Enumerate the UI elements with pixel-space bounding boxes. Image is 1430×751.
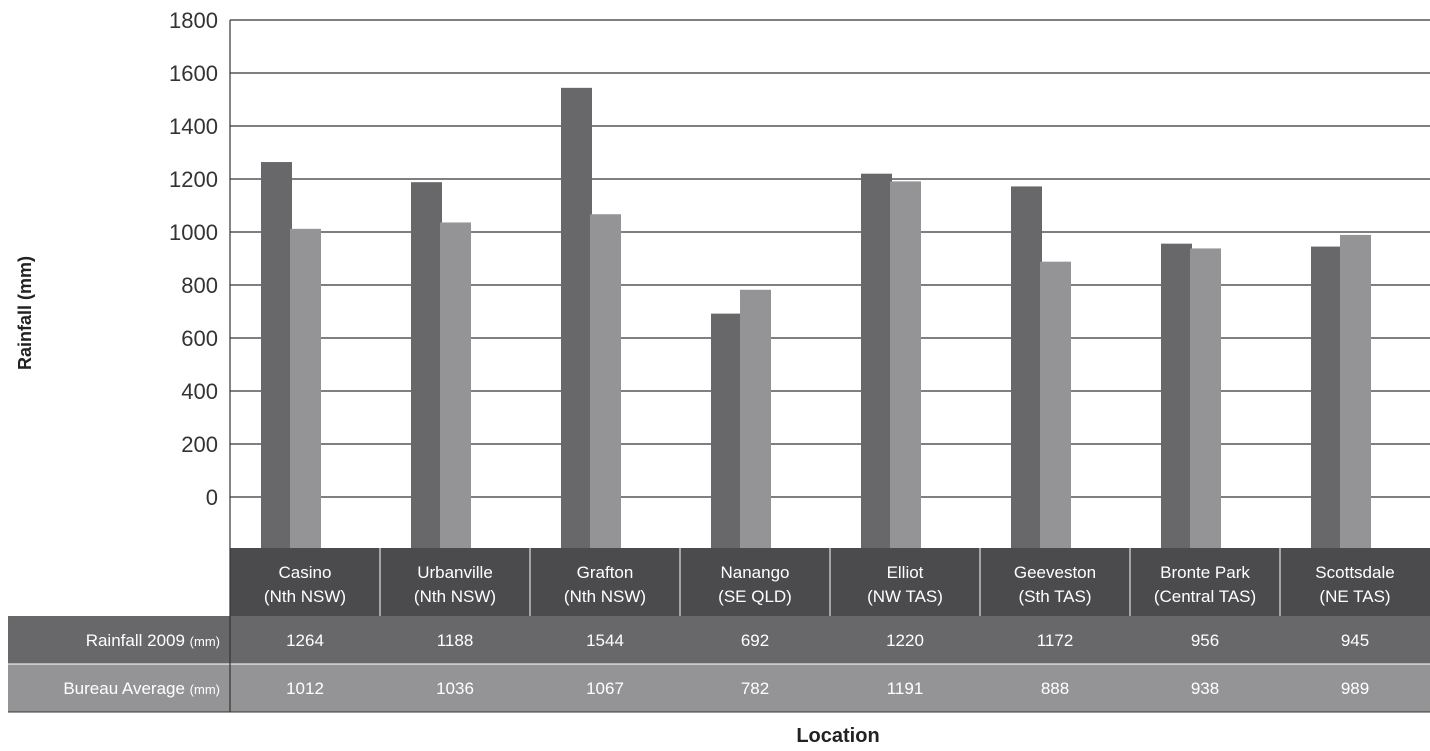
y-tick-label: 400 bbox=[181, 379, 218, 404]
bar-rainfall-2009 bbox=[411, 182, 442, 548]
y-axis-ticks: 0 200 400 600 800 1000 1200 1400 1600 1800 bbox=[169, 8, 218, 510]
table-row bbox=[8, 664, 1430, 712]
category-label: Grafton bbox=[577, 563, 634, 582]
bar-bureau-average bbox=[590, 214, 621, 548]
category-label: Bronte Park bbox=[1160, 563, 1250, 582]
data-value: 989 bbox=[1341, 679, 1369, 698]
data-value: 938 bbox=[1191, 679, 1219, 698]
bar-rainfall-2009 bbox=[1161, 243, 1192, 548]
series-row-label: Rainfall 2009 (mm) bbox=[86, 631, 220, 650]
data-value: 692 bbox=[741, 631, 769, 650]
y-tick-label: 1000 bbox=[169, 220, 218, 245]
category-region: (Sth TAS) bbox=[1018, 587, 1091, 606]
bar-bureau-average bbox=[440, 222, 471, 548]
y-tick-label: 800 bbox=[181, 273, 218, 298]
bar-rainfall-2009 bbox=[1011, 186, 1042, 549]
bar-bureau-average bbox=[290, 228, 321, 548]
category-region: (NW TAS) bbox=[867, 587, 943, 606]
category-label: Geeveston bbox=[1014, 563, 1096, 582]
category-region: (Central TAS) bbox=[1154, 587, 1256, 606]
data-value: 888 bbox=[1041, 679, 1069, 698]
y-tick-label: 600 bbox=[181, 326, 218, 351]
data-value: 1067 bbox=[586, 679, 624, 698]
bar-bureau-average bbox=[1340, 234, 1371, 549]
series-unit: (mm) bbox=[190, 682, 220, 697]
data-value: 1544 bbox=[586, 631, 624, 650]
category-label: Nanango bbox=[720, 563, 789, 582]
bar-rainfall-2009 bbox=[561, 87, 592, 548]
y-tick-label: 1200 bbox=[169, 167, 218, 192]
gridlines bbox=[230, 19, 1430, 498]
category-label: Casino bbox=[279, 563, 332, 582]
bar-rainfall-2009 bbox=[1311, 246, 1342, 548]
data-value: 1012 bbox=[286, 679, 324, 698]
y-tick-label: 1400 bbox=[169, 114, 218, 139]
series-unit: (mm) bbox=[190, 634, 220, 649]
bar-bureau-average bbox=[1190, 248, 1221, 548]
y-tick-label: 1600 bbox=[169, 61, 218, 86]
data-value: 1264 bbox=[286, 631, 324, 650]
series-name: Bureau Average bbox=[63, 679, 189, 698]
bar-rainfall-2009 bbox=[711, 313, 742, 548]
data-value: 1036 bbox=[436, 679, 474, 698]
x-axis-title: Location bbox=[796, 725, 879, 747]
y-axis-title: Rainfall (mm) bbox=[15, 256, 35, 370]
category-label: Urbanville bbox=[417, 563, 493, 582]
category-region: (Nth NSW) bbox=[564, 587, 646, 606]
y-tick-label: 0 bbox=[206, 485, 218, 510]
bar-rainfall-2009 bbox=[261, 162, 292, 549]
y-tick-label: 200 bbox=[181, 432, 218, 457]
y-tick-label: 1800 bbox=[169, 8, 218, 33]
category-region: (Nth NSW) bbox=[414, 587, 496, 606]
data-value: 782 bbox=[741, 679, 769, 698]
data-value: 1188 bbox=[437, 631, 474, 650]
bar-bureau-average bbox=[740, 289, 771, 548]
category-label: Scottsdale bbox=[1315, 563, 1394, 582]
bar-bureau-average bbox=[1040, 261, 1071, 548]
series-name: Rainfall 2009 bbox=[86, 631, 190, 650]
table-row bbox=[8, 616, 1430, 664]
data-value: 1191 bbox=[887, 679, 924, 698]
category-region: (NE TAS) bbox=[1319, 587, 1390, 606]
category-label: Elliot bbox=[887, 563, 924, 582]
data-table: Casino (Nth NSW) Urbanville (Nth NSW) Grafto… bbox=[8, 548, 1430, 713]
data-value: 956 bbox=[1191, 631, 1219, 650]
bars bbox=[261, 87, 1371, 549]
bar-bureau-average bbox=[890, 181, 921, 548]
bar-rainfall-2009 bbox=[861, 173, 892, 548]
data-value: 1172 bbox=[1037, 631, 1074, 650]
category-region: (Nth NSW) bbox=[264, 587, 346, 606]
category-region: (SE QLD) bbox=[718, 587, 792, 606]
series-row-label: Bureau Average (mm) bbox=[63, 679, 220, 698]
data-value: 1220 bbox=[886, 631, 924, 650]
data-value: 945 bbox=[1341, 631, 1369, 650]
